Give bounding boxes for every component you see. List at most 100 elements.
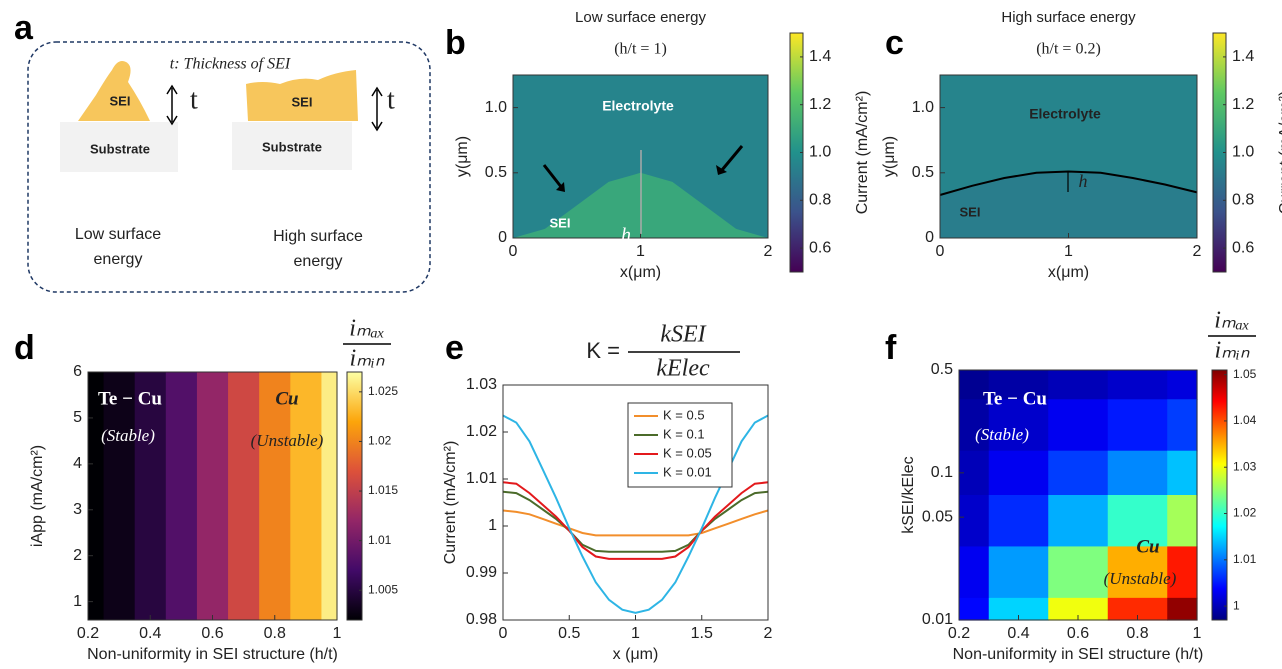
arrow [720,145,744,171]
colorbar-tick-label: 0.8 [1232,192,1254,209]
colorbar-tick-label: 1.2 [1232,96,1254,113]
heat-cell [988,597,1049,621]
line-series [502,481,769,560]
annotation: (Unstable) [251,431,324,450]
y-tick-label: 0 [925,229,934,246]
heat-cell [1167,495,1198,548]
annotation: h [621,225,631,247]
heat-cell [988,399,1049,452]
diagram-title: t: Thickness of SEI [170,56,291,73]
heat-cell [88,372,105,620]
annotation: Cu [275,388,298,409]
chart-title: Low surface energy [575,9,706,26]
y-tick-label: 0 [498,229,507,246]
legend-label: K = 0.01 [663,464,712,479]
heat-cell [1107,495,1168,548]
annotation: SEI [960,204,981,219]
heat-cell [988,546,1049,599]
colorbar-tick-label: 1.05 [1233,367,1257,381]
panel-label: f [885,329,897,367]
annotation: Te − Cu [983,388,1047,409]
x-axis-label: x(μm) [620,264,661,281]
panel-label: c [885,24,904,62]
x-tick-label: 0.5 [558,625,580,642]
heat-cell [959,597,990,621]
y-axis-label: iApp (mA/cm²) [29,445,46,547]
overlay [542,145,1069,234]
colorbar-tick-label: 1.005 [368,582,398,596]
annotation: Cu [1136,536,1159,557]
legend-label: K = 0.5 [663,407,705,422]
heat-cell [1048,370,1109,400]
heat-cell [1048,546,1109,599]
title-denominator: kElec [656,356,710,382]
y-tick-label: 1 [488,517,497,534]
x-tick-label: 1 [1193,625,1202,642]
heat-cell [134,372,167,620]
heat-cell [1167,546,1198,599]
annotation: Electrolyte [1029,106,1101,122]
heat-cell [1167,399,1198,452]
x-tick-label: 1 [631,625,640,642]
y-tick-label: 0.5 [485,164,507,181]
chart-subtitle: (h/t = 1) [614,41,667,58]
panel-label: b [445,24,466,62]
x-tick-label: 1 [333,625,342,642]
colorbar [346,371,363,621]
panel-label: a [14,9,34,47]
x-tick-label: 1 [1064,243,1073,260]
panel-label: e [445,329,464,367]
colorbar-title-denominator: iₘᵢₙ [1215,338,1250,364]
y-tick-label: 5 [73,409,82,426]
colorbar-tick-label: 1.03 [1233,459,1257,473]
heat-cell [988,450,1049,496]
heat-cell [1107,450,1168,496]
colorbar-tick-label: 0.8 [809,192,831,209]
x-tick-label: 1 [636,243,645,260]
y-axis-label: y(μm) [881,136,898,177]
caption: energy [294,253,343,270]
arrow-head [556,182,565,192]
y-tick-label: 1.0 [485,99,507,116]
heat-cell [165,372,198,620]
x-tick-label: 0.6 [201,625,223,642]
interface [939,170,1198,196]
x-tick-label: 0.2 [948,625,970,642]
annotation: (Unstable) [1104,569,1177,588]
colorbar-tick-label: 1.01 [1233,552,1257,566]
substrate [60,122,178,172]
heat-cell [103,372,136,620]
y-axis-label: kSEI/kElec [900,456,917,533]
diagram-frame [27,41,431,293]
heat-cell [959,370,990,400]
y-tick-label: 0.5 [912,164,934,181]
heat-cell [959,450,990,496]
colorbar-tick-label: 1.0 [1232,144,1254,161]
colorbar-tick-label: 1.025 [368,384,398,398]
annotation: (Stable) [975,425,1029,444]
colorbar-title-denominator: iₘᵢₙ [350,346,385,372]
x-tick-label: 0 [936,243,945,260]
x-axis-label: x(μm) [1048,264,1089,281]
x-tick-label: 0.4 [139,625,161,642]
x-tick-label: 0 [509,243,518,260]
x-axis-label: x (μm) [613,646,659,663]
arrow [542,164,564,189]
colorbar-tick-label: 0.6 [809,239,831,256]
arrow-head [716,165,727,175]
x-tick-label: 2 [1193,243,1202,260]
colorbar-tick-label: 1.015 [368,483,398,497]
sei-region [940,171,1197,238]
heat-cell [1167,450,1198,496]
chart-subtitle: (h/t = 0.2) [1036,41,1101,58]
panel-label: d [14,329,35,367]
colorbar-tick-label: 1.2 [809,96,831,113]
arrow-heads [371,86,383,132]
y-tick-label: 2 [73,547,82,564]
heat-cell [988,370,1049,400]
title-lhs: K = [586,338,620,363]
colorbar-tick-label: 1.4 [809,48,831,65]
x-axis-label: Non-uniformity in SEI structure (h/t) [87,646,338,663]
heat-cell [1107,399,1168,452]
caption: energy [94,251,143,268]
